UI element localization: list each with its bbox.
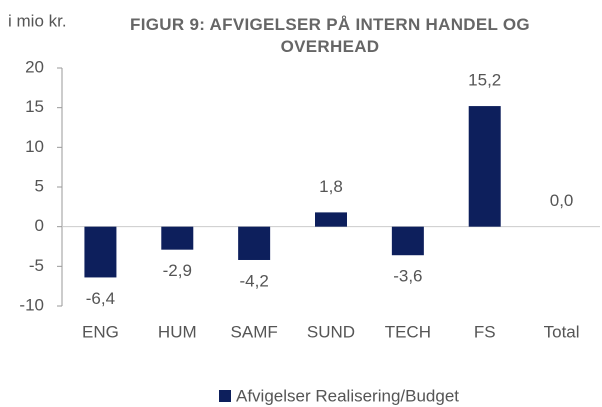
value-label: -6,4 [86, 289, 115, 308]
y-tick-label: 0 [35, 216, 44, 235]
bar [468, 106, 501, 227]
value-label: -4,2 [239, 271, 268, 290]
bar [84, 226, 117, 278]
y-tick-label: 20 [25, 57, 44, 76]
legend-swatch [219, 390, 231, 402]
y-tick-label: -10 [19, 295, 44, 314]
x-tick-label: TECH [385, 322, 431, 341]
x-tick-label: SAMF [231, 322, 278, 341]
y-tick-label: 10 [25, 137, 44, 156]
value-label: 0,0 [550, 191, 574, 210]
x-tick-label: Total [544, 322, 580, 341]
bar [391, 226, 424, 256]
x-tick-label: HUM [158, 322, 197, 341]
bar [315, 212, 347, 227]
y-axis-label: i mio kr. [8, 11, 67, 30]
legend-label: Afvigelser Realisering/Budget [236, 386, 459, 405]
x-tick-label: SUND [307, 322, 355, 341]
bar [161, 226, 194, 250]
x-tick-label: FS [474, 322, 496, 341]
y-tick-label: 5 [35, 176, 44, 195]
value-label: -2,9 [163, 261, 192, 280]
value-label: 1,8 [319, 177, 343, 196]
bar [238, 226, 271, 260]
y-tick-label: -5 [29, 256, 44, 275]
chart-title: FIGUR 9: AFVIGELSER PÅ INTERN HANDEL OG … [130, 15, 530, 56]
value-label: 15,2 [468, 71, 501, 90]
value-label: -3,6 [393, 267, 422, 286]
x-tick-label: ENG [82, 322, 119, 341]
y-tick-label: 15 [25, 97, 44, 116]
